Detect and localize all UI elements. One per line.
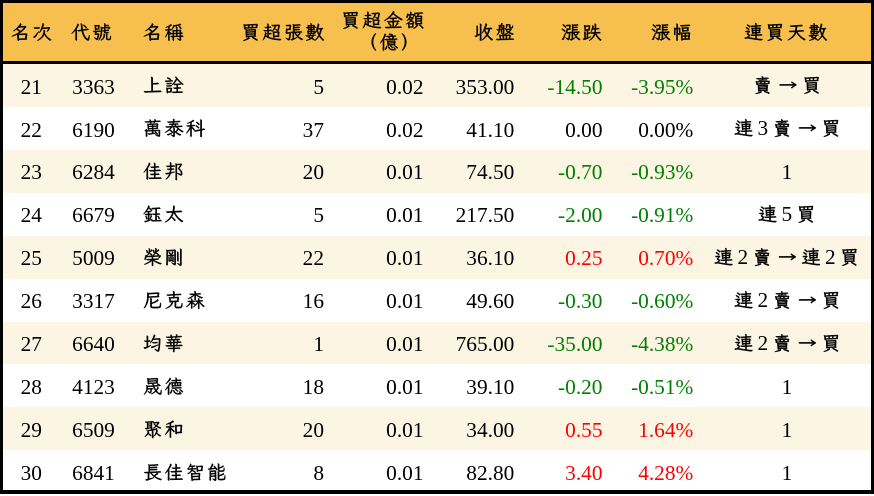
svg-text:3: 3 [757,116,768,140]
svg-text:2: 2 [825,245,836,269]
svg-text:2: 2 [738,245,749,269]
svg-text:5: 5 [782,202,793,226]
svg-text:2: 2 [757,288,768,312]
svg-text:2: 2 [757,331,768,355]
